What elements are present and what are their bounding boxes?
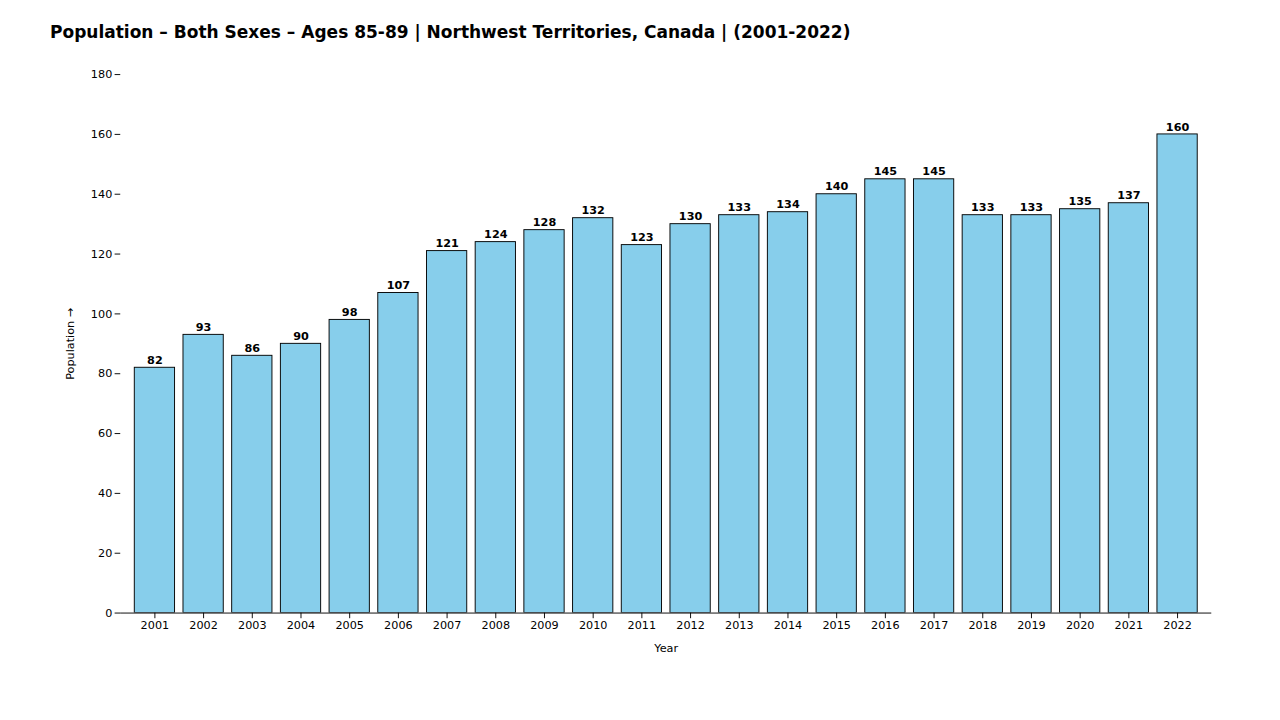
svg-text:124: 124	[484, 228, 508, 241]
svg-text:140: 140	[825, 180, 849, 193]
svg-text:2012: 2012	[676, 619, 705, 632]
svg-text:2002: 2002	[189, 619, 218, 632]
svg-text:133: 133	[728, 201, 751, 214]
svg-text:2010: 2010	[579, 619, 608, 632]
svg-text:145: 145	[874, 165, 898, 178]
svg-text:2006: 2006	[384, 619, 413, 632]
svg-text:135: 135	[1068, 195, 1092, 208]
svg-text:134: 134	[776, 198, 800, 211]
svg-text:180: 180	[91, 68, 112, 81]
svg-text:98: 98	[342, 306, 358, 319]
svg-text:2011: 2011	[628, 619, 657, 632]
svg-text:2019: 2019	[1017, 619, 1046, 632]
svg-text:Year: Year	[653, 642, 678, 655]
svg-text:160: 160	[91, 128, 112, 141]
svg-text:128: 128	[533, 216, 557, 229]
svg-text:2008: 2008	[481, 619, 510, 632]
svg-text:2022: 2022	[1163, 619, 1192, 632]
svg-text:120: 120	[91, 248, 112, 261]
svg-text:130: 130	[679, 210, 703, 223]
svg-text:160: 160	[1166, 120, 1190, 133]
svg-text:107: 107	[387, 279, 410, 292]
svg-text:2005: 2005	[335, 619, 364, 632]
svg-text:93: 93	[196, 321, 212, 334]
svg-text:2017: 2017	[920, 619, 949, 632]
svg-text:2003: 2003	[238, 619, 267, 632]
svg-text:90: 90	[293, 330, 309, 343]
svg-text:132: 132	[581, 204, 604, 217]
svg-text:2009: 2009	[530, 619, 559, 632]
svg-text:133: 133	[1020, 201, 1043, 214]
svg-text:140: 140	[91, 188, 112, 201]
svg-text:2015: 2015	[822, 619, 851, 632]
html-text:Population – Both Sexes – Ages: Population – Both Sexes – Ages 85-89 | N…	[50, 22, 851, 42]
svg-text:2016: 2016	[871, 619, 900, 632]
svg-text:2001: 2001	[141, 619, 170, 632]
svg-text:2014: 2014	[774, 619, 803, 632]
svg-text:137: 137	[1117, 189, 1140, 202]
svg-text:86: 86	[244, 342, 260, 355]
svg-text:145: 145	[922, 165, 946, 178]
svg-text:40: 40	[98, 487, 112, 500]
svg-text:2007: 2007	[433, 619, 462, 632]
svg-text:2004: 2004	[287, 619, 316, 632]
svg-text:Population →: Population →	[64, 308, 77, 380]
svg-text:121: 121	[435, 237, 459, 250]
svg-text:82: 82	[147, 354, 163, 367]
svg-text:2013: 2013	[725, 619, 754, 632]
svg-text:133: 133	[971, 201, 994, 214]
svg-text:123: 123	[630, 231, 653, 244]
svg-text:80: 80	[98, 367, 112, 380]
svg-text:60: 60	[98, 427, 112, 440]
svg-text:2021: 2021	[1115, 619, 1144, 632]
svg-text:0: 0	[105, 607, 112, 620]
svg-text:100: 100	[91, 307, 112, 320]
svg-text:2018: 2018	[968, 619, 997, 632]
svg-text:20: 20	[98, 547, 112, 560]
svg-text:2020: 2020	[1066, 619, 1095, 632]
